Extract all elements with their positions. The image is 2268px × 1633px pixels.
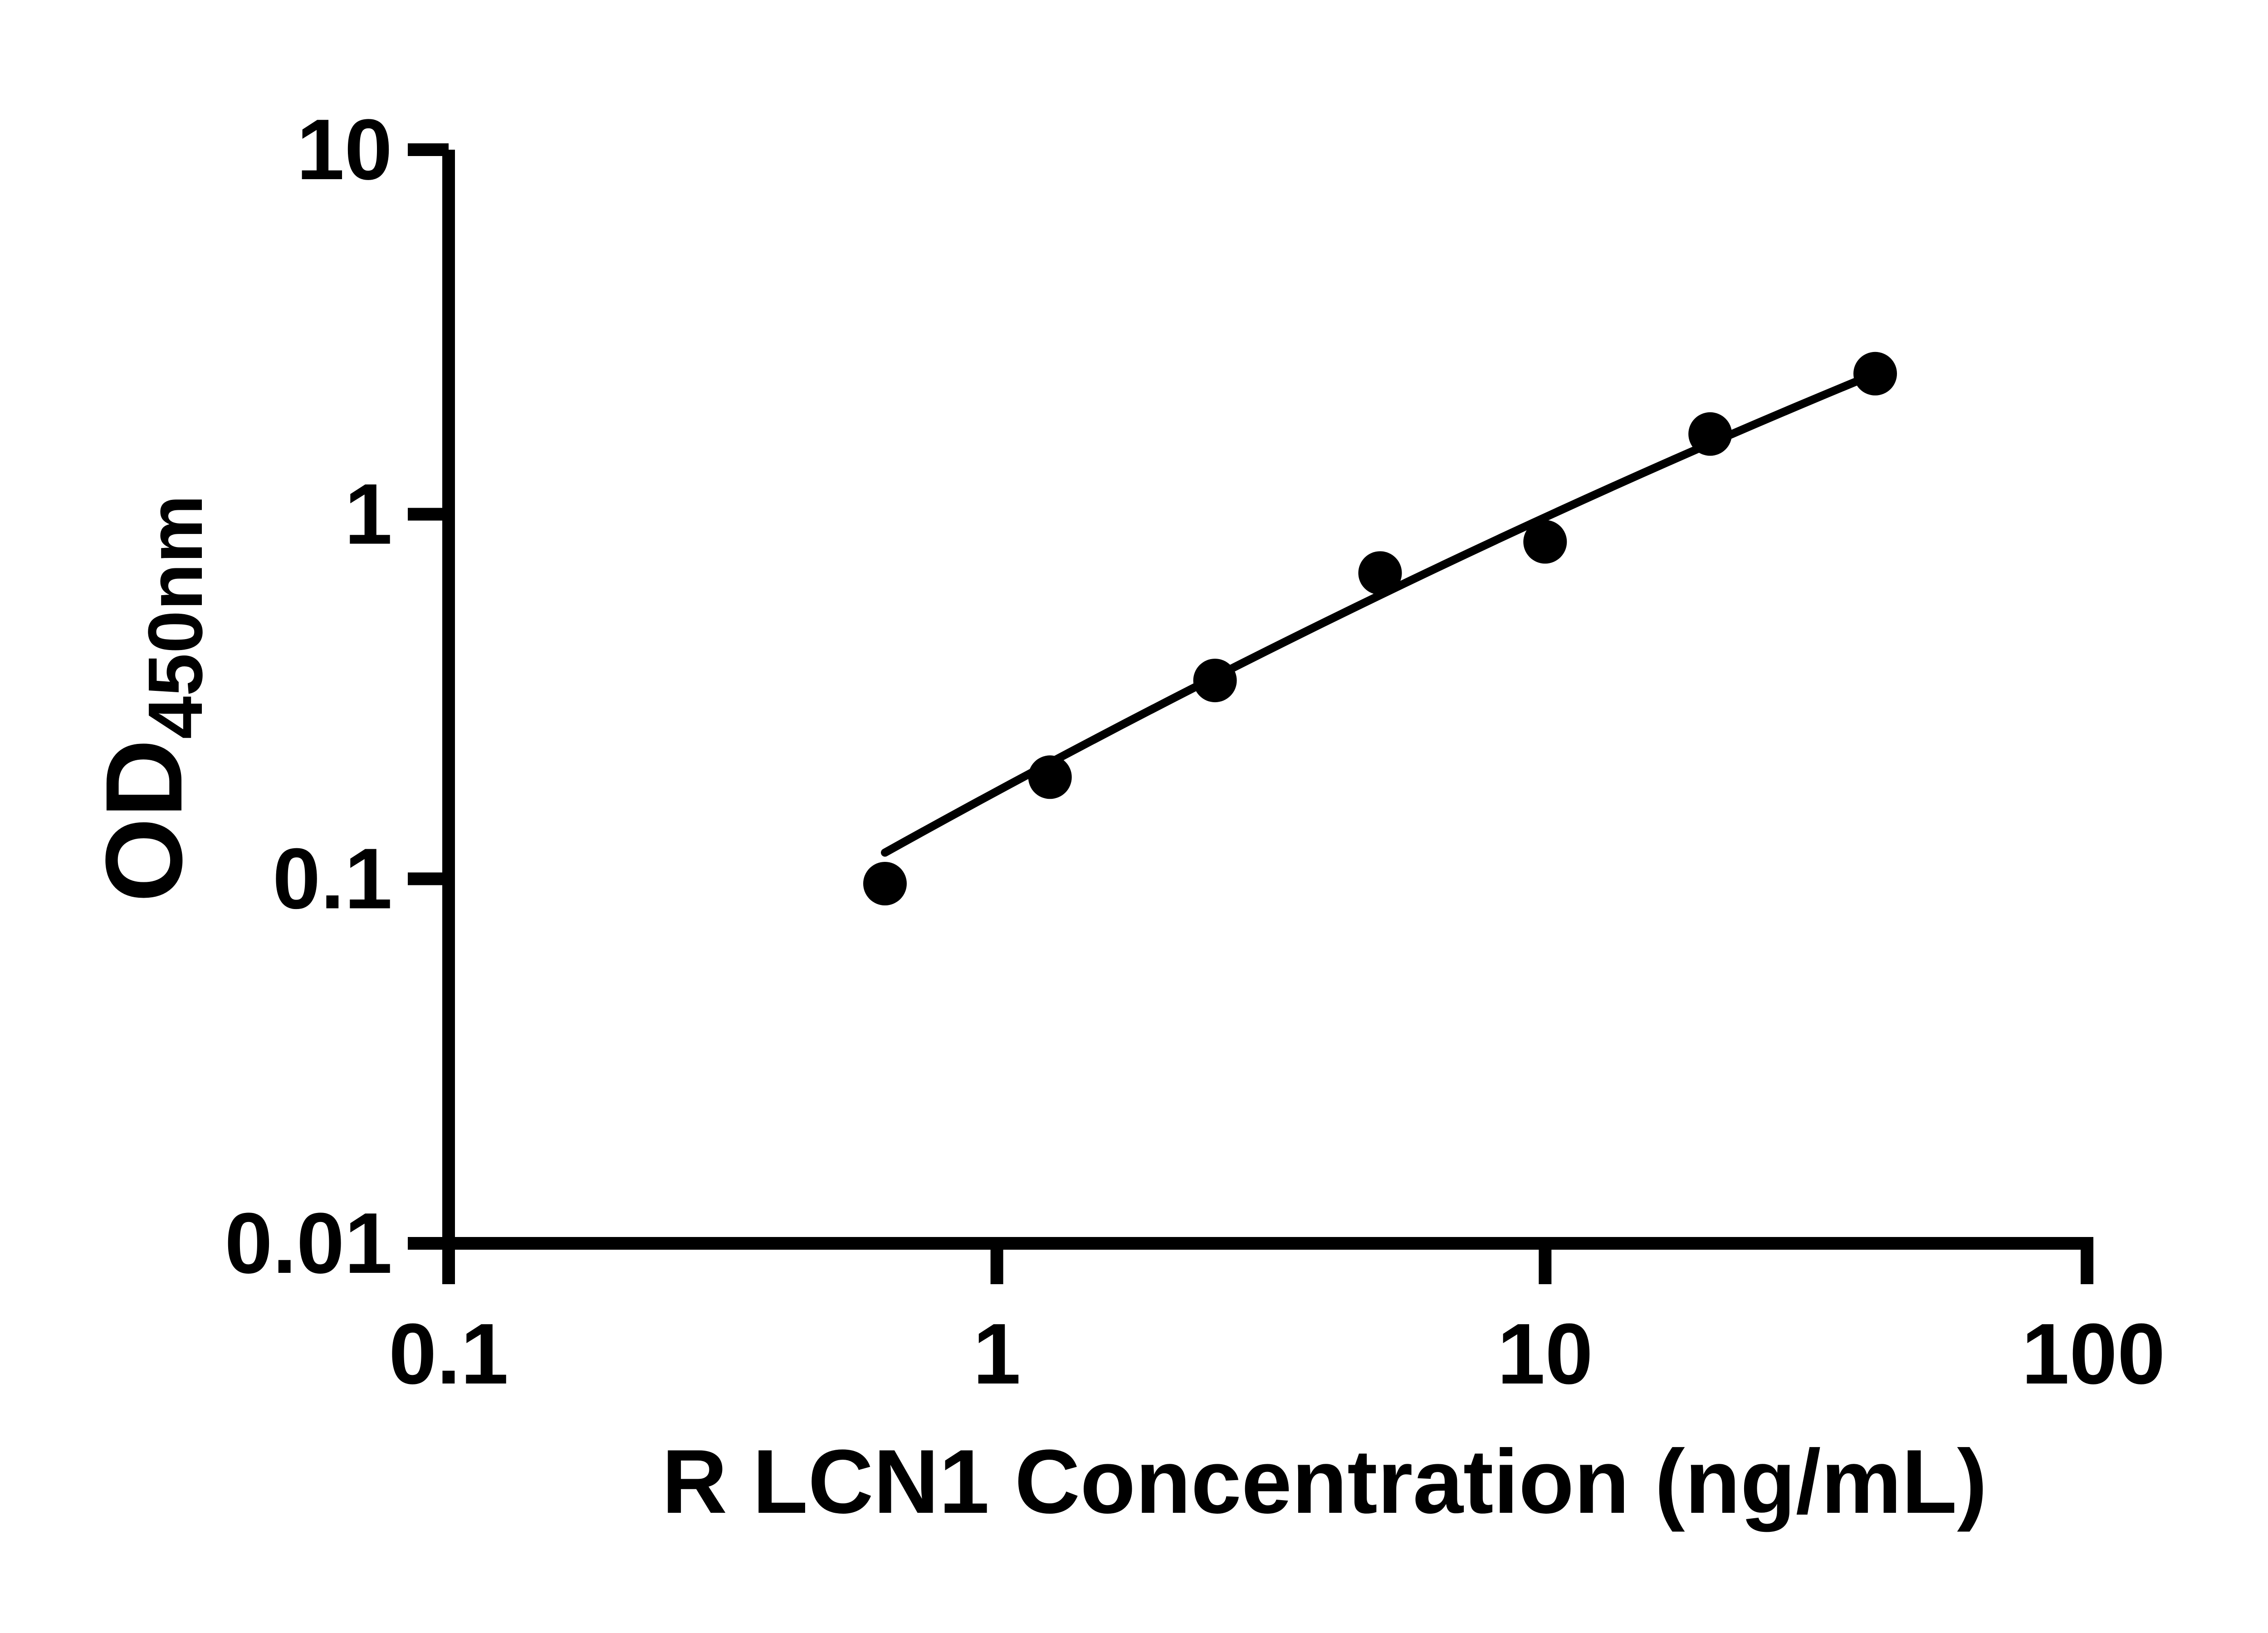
data-point bbox=[1853, 352, 1897, 396]
x-tick-label: 0.1 bbox=[389, 1306, 508, 1402]
data-point-markers bbox=[863, 352, 1897, 905]
y-tick-label: 10 bbox=[297, 102, 392, 198]
x-axis-title: R LCN1 Concentration (ng/mL) bbox=[662, 1431, 1987, 1532]
data-point bbox=[1028, 755, 1072, 799]
y-axis-tick-labels: 0.01 0.1 1 10 bbox=[225, 102, 392, 1291]
x-tick-label: 10 bbox=[1497, 1306, 1593, 1402]
y-tick-label: 1 bbox=[344, 466, 392, 562]
axes: 0.01 0.1 1 10 0.1 1 10 100 bbox=[225, 102, 2165, 1402]
y-tick-label: 0.01 bbox=[225, 1195, 392, 1291]
y-axis-ticks bbox=[408, 143, 449, 885]
y-tick-label: 0.1 bbox=[273, 831, 392, 927]
data-point bbox=[863, 862, 907, 905]
data-point bbox=[1523, 520, 1567, 564]
data-point bbox=[1358, 551, 1402, 595]
y-axis-title-main: OD bbox=[83, 739, 205, 902]
y-axis-title-subscript: 450nm bbox=[132, 495, 219, 739]
x-tick-label: 100 bbox=[2021, 1306, 2165, 1402]
data-point bbox=[1193, 659, 1237, 703]
x-tick-label: 1 bbox=[973, 1306, 1021, 1402]
data-point bbox=[1688, 412, 1732, 456]
x-axis-ticks bbox=[990, 1243, 2093, 1284]
x-axis-tick-labels: 0.1 1 10 100 bbox=[389, 1306, 2165, 1402]
y-axis-title: OD450nm bbox=[83, 495, 219, 903]
